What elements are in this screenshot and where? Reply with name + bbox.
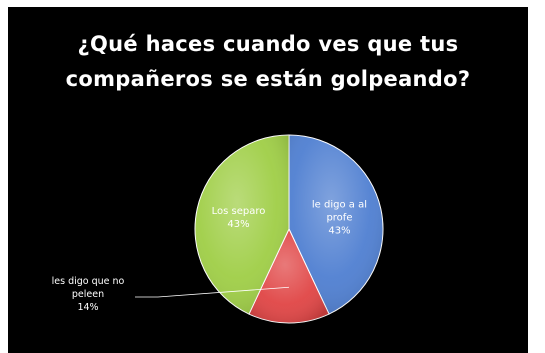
- pie-slice-shine-0: [289, 135, 383, 315]
- chart-title: ¿Qué haces cuando ves que tus compañeros…: [8, 27, 528, 97]
- pie-slice-shine-1: [248, 229, 330, 323]
- leader-line-1: [135, 286, 290, 298]
- chart-title-line-1: ¿Qué haces cuando ves que tus: [77, 32, 459, 56]
- pie-chart: le digo a al profe 43% les digo que no pelee…: [52, 134, 384, 324]
- pie-labels: le digo a al profe 43% les digo que no pelee…: [52, 200, 367, 313]
- slide: ¿Qué haces cuando ves que tus compañeros…: [8, 7, 528, 353]
- pie-slices: [194, 134, 384, 324]
- pie-slice-shine-2: [195, 135, 289, 315]
- slice-label-2: Los separo 43%: [212, 206, 266, 230]
- chart-title-line-2: compañeros se están golpeando?: [65, 67, 471, 91]
- slice-label-1: les digo que no peleen 14%: [52, 276, 125, 313]
- slice-label-0: le digo a al profe 43%: [312, 200, 367, 237]
